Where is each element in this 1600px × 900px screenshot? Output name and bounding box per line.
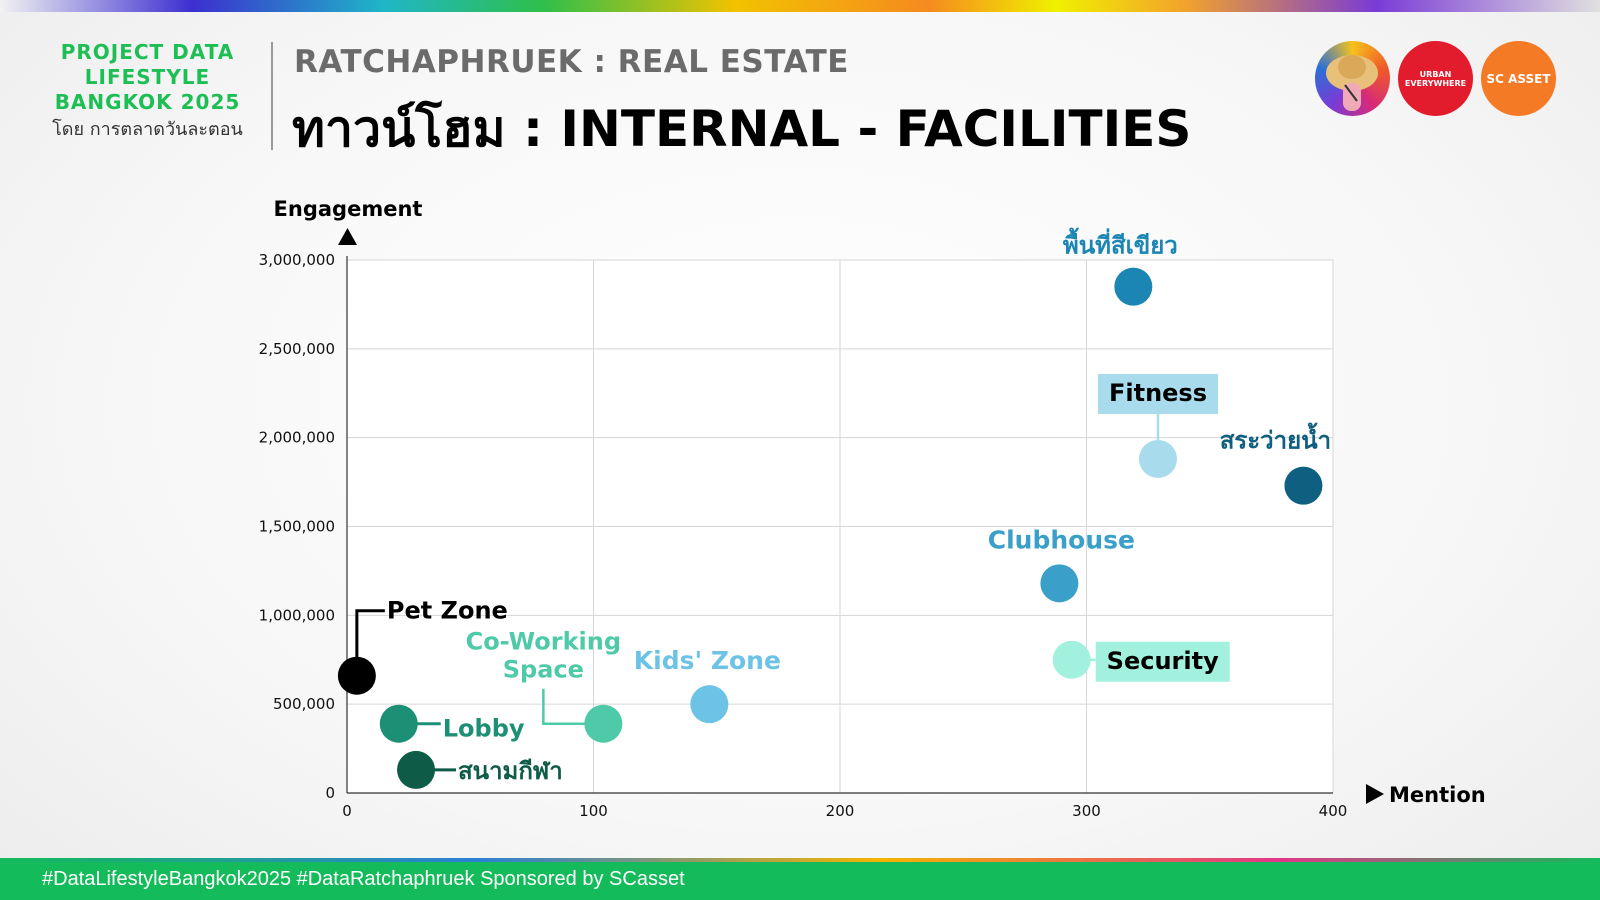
x-tick-label: 0 <box>342 802 352 820</box>
scasset-wordmark: SC ASSET <box>1486 71 1551 86</box>
chart-area: 0 100 200 300 400 0 500,000 1,000,000 1,500,000 2… <box>259 197 1486 820</box>
urban-everywhere-wordmark: URBAN EVERYWHERE <box>1404 69 1467 88</box>
data-point <box>584 704 623 743</box>
page-title: ทาวน์โฮม : INTERNAL - FACILITIES <box>292 100 1192 158</box>
brand-block: PROJECT DATA LIFESTYLE BANGKOK 2025 โดย … <box>30 40 265 143</box>
data-point <box>690 685 729 724</box>
x-tick-label: 400 <box>1319 802 1348 820</box>
data-label: สนามกีฬา <box>458 757 563 785</box>
brand-line-2: LIFESTYLE <box>84 65 211 89</box>
data-point <box>1284 466 1323 505</box>
data-label: Pet Zone <box>387 597 508 625</box>
data-point <box>1114 267 1153 306</box>
hat-icon <box>1326 55 1378 111</box>
y-tick-label: 500,000 <box>273 695 335 713</box>
brand-line-3: BANGKOK 2025 <box>54 90 241 114</box>
data-label: Co-Working <box>466 628 621 656</box>
data-label: Fitness <box>1109 379 1207 407</box>
data-point <box>1040 564 1079 603</box>
x-axis-arrow-icon <box>1366 784 1384 804</box>
data-point <box>1138 439 1177 478</box>
data-label: Clubhouse <box>988 525 1135 554</box>
page-subtitle: RATCHAPHRUEK : REAL ESTATE <box>294 44 849 80</box>
label-leader-line <box>355 609 385 658</box>
y-tick-label: 2,500,000 <box>259 340 335 358</box>
data-point <box>379 704 418 743</box>
y-tick-label: 1,500,000 <box>259 518 335 536</box>
data-label: Lobby <box>443 715 525 743</box>
footer-stripe <box>0 858 1600 862</box>
y-axis-title: Engagement <box>274 197 423 221</box>
y-tick-label: 2,000,000 <box>259 429 335 447</box>
footer-hashtags: #DataLifestyleBangkok2025 #DataRatchaphr… <box>42 868 685 890</box>
data-label: Kids' Zone <box>634 646 781 675</box>
y-axis-arrow-icon <box>338 228 357 245</box>
x-axis-title: Mention <box>1389 783 1486 807</box>
data-point <box>1052 640 1091 679</box>
scatter-chart: 0 100 200 300 400 0 500,000 1,000,000 1,500,000 2… <box>259 197 1486 820</box>
y-tick-label: 0 <box>325 784 335 802</box>
scasset-logo: SC ASSET <box>1481 41 1556 116</box>
data-label: พื้นที่สีเขียว <box>1063 227 1178 260</box>
top-gradient-bar <box>0 0 1600 12</box>
label-highlight-box <box>1095 641 1230 682</box>
label-leader-line <box>542 688 586 725</box>
lifestyle-logo <box>1315 41 1390 116</box>
y-tick-label: 1,000,000 <box>259 606 335 624</box>
data-label: Security <box>1107 647 1219 675</box>
data-label: Space <box>503 656 584 684</box>
x-tick-label: 100 <box>579 802 608 820</box>
data-point <box>337 656 376 695</box>
footer-bar <box>0 858 1600 900</box>
data-point <box>397 750 436 789</box>
x-tick-label: 200 <box>826 802 855 820</box>
urban-everywhere-logo: URBAN EVERYWHERE <box>1398 41 1473 116</box>
y-tick-label: 3,000,000 <box>259 251 335 269</box>
label-highlight-box <box>1097 373 1218 414</box>
brand-byline: โดย การตลาดวันละตอน <box>52 119 243 140</box>
x-tick-label: 300 <box>1072 802 1101 820</box>
data-label: สระว่ายน้ำ <box>1220 422 1331 455</box>
header-divider <box>271 42 273 150</box>
brand-line-1: PROJECT DATA <box>60 40 235 64</box>
